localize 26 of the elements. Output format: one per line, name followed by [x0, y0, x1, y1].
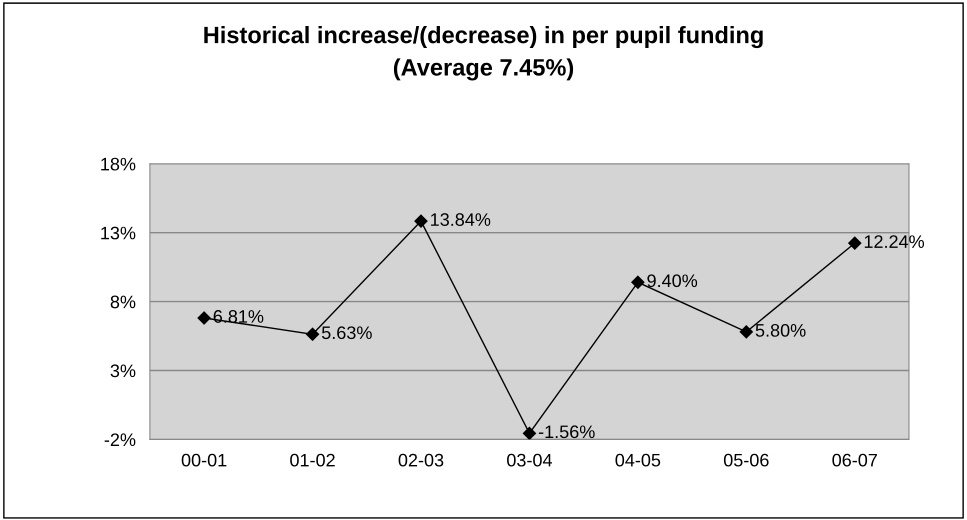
- x-tick-label: 02-03: [398, 454, 444, 467]
- x-tick-label: 04-05: [615, 454, 660, 467]
- point: [740, 325, 753, 339]
- point: [198, 311, 211, 325]
- x-tick-label: 01-02: [290, 454, 335, 467]
- x-tick-label: 00-01: [182, 454, 226, 467]
- data-label: 5.63%: [322, 326, 372, 340]
- y-tick-label: -2%: [104, 433, 136, 446]
- data-label: 13.84%: [431, 213, 490, 226]
- y-tick-label: 18%: [101, 158, 136, 171]
- y-tick-label: 8%: [110, 296, 136, 308]
- y-tick-label: 13%: [101, 226, 136, 240]
- point: [631, 276, 644, 289]
- point: [522, 426, 536, 440]
- x-tick-label: 06-07: [832, 454, 877, 467]
- data-label: 9.40%: [647, 274, 698, 288]
- y-tick-label: 3%: [110, 364, 136, 378]
- point: [848, 236, 862, 250]
- chart-title: Historical increase/(decrease) in per pupil funding (Average 7.45%): [204, 26, 763, 80]
- point: [306, 328, 320, 341]
- data-label: 12.24%: [864, 235, 924, 248]
- x-tick-label: 03-04: [507, 454, 552, 467]
- x-tick-label: 05-06: [724, 454, 769, 467]
- point: [414, 214, 428, 228]
- data-label: -1.56%: [538, 425, 595, 438]
- data-label: 5.80%: [756, 324, 806, 337]
